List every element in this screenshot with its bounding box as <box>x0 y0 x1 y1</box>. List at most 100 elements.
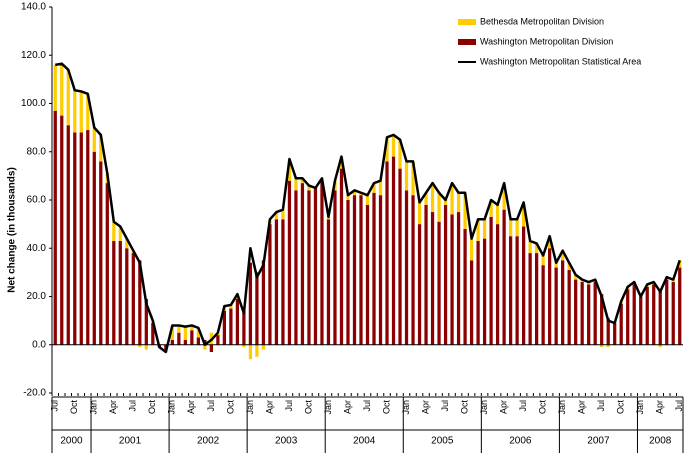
bar <box>495 224 500 345</box>
bar <box>424 204 428 345</box>
bar <box>411 195 415 345</box>
bar <box>521 226 526 345</box>
bar <box>574 279 578 345</box>
bar <box>112 221 116 242</box>
bar <box>482 238 487 345</box>
y-tick-label: 100.0 <box>21 98 46 109</box>
bar <box>671 282 675 345</box>
bar <box>639 296 643 345</box>
x-tick-label: Jul <box>128 400 138 412</box>
bar <box>300 178 305 184</box>
bar <box>274 212 279 220</box>
bar <box>619 303 623 345</box>
x-tick-label: Apr <box>186 400 196 414</box>
bar <box>79 132 83 345</box>
bar <box>437 192 441 222</box>
group-label: 2000 <box>60 436 83 447</box>
bar <box>352 195 357 345</box>
bar <box>53 110 57 345</box>
bar <box>229 308 233 345</box>
x-tick-label: Jan <box>89 400 99 415</box>
bar <box>502 183 506 210</box>
x-tick-label: Apr <box>264 400 274 414</box>
bar <box>652 284 656 345</box>
bar <box>79 91 83 133</box>
x-tick-label: Jul <box>596 400 606 412</box>
bar <box>489 216 493 345</box>
x-tick-label: Oct <box>381 400 391 415</box>
bar <box>528 253 532 345</box>
bar <box>320 180 324 345</box>
group-label: 2004 <box>353 436 376 447</box>
bar <box>313 187 318 345</box>
bar <box>209 344 214 352</box>
bar <box>385 161 389 345</box>
bar <box>515 219 519 237</box>
y-tick-label: 80.0 <box>27 146 47 157</box>
bar <box>541 265 545 345</box>
bar <box>307 185 311 191</box>
x-tick-label: Apr <box>498 400 508 414</box>
legend-swatch <box>458 19 476 25</box>
x-tick-label: Oct <box>303 400 313 415</box>
bar <box>587 284 591 345</box>
x-tick-label: Jul <box>440 400 450 412</box>
bar <box>190 330 194 345</box>
bar <box>430 183 435 213</box>
bar <box>151 323 155 345</box>
bar <box>580 282 584 345</box>
bar <box>125 248 129 345</box>
x-tick-label: Oct <box>69 400 79 415</box>
x-tick-label: Jan <box>401 400 411 415</box>
x-tick-label: Jan <box>635 400 645 415</box>
bar <box>541 255 545 266</box>
bar <box>411 161 415 196</box>
bar <box>443 200 448 205</box>
bar <box>86 130 90 345</box>
bar <box>548 248 552 345</box>
y-tick-label: 0.0 <box>32 339 46 350</box>
bar <box>463 228 467 345</box>
x-tick-label: Jul <box>518 400 528 412</box>
bar <box>99 161 103 345</box>
bar <box>456 212 461 345</box>
bar <box>378 180 383 196</box>
y-tick-label: 20.0 <box>27 291 47 302</box>
bar <box>352 190 357 196</box>
bar <box>73 132 77 345</box>
bar <box>417 224 422 345</box>
bar <box>372 192 376 345</box>
bar <box>222 310 227 345</box>
x-tick-label: Apr <box>342 400 352 414</box>
bar <box>144 298 148 345</box>
x-tick-label: Oct <box>616 400 626 415</box>
group-label: 2001 <box>119 436 142 447</box>
group-label: 2008 <box>649 436 672 447</box>
bar <box>372 183 376 193</box>
x-tick-label: Jul <box>284 400 294 412</box>
bar <box>307 190 311 345</box>
bar <box>196 337 200 345</box>
bar <box>430 212 435 345</box>
bar <box>554 262 558 268</box>
bar <box>170 339 174 345</box>
x-tick-label: Oct <box>147 400 157 415</box>
bar <box>261 344 266 350</box>
bar <box>177 325 181 333</box>
bar <box>561 250 565 261</box>
bar <box>424 192 428 205</box>
bar <box>196 327 200 338</box>
bar <box>515 236 519 345</box>
bar <box>287 180 292 345</box>
bar <box>535 243 539 254</box>
bar <box>242 344 246 348</box>
x-tick-label: Jan <box>557 400 567 415</box>
bar <box>456 192 461 213</box>
bar <box>600 344 604 348</box>
bar <box>489 200 493 217</box>
bar <box>469 260 474 345</box>
x-tick-label: Apr <box>577 400 587 414</box>
bar <box>53 64 57 111</box>
bar <box>203 344 207 350</box>
bar <box>606 318 610 345</box>
